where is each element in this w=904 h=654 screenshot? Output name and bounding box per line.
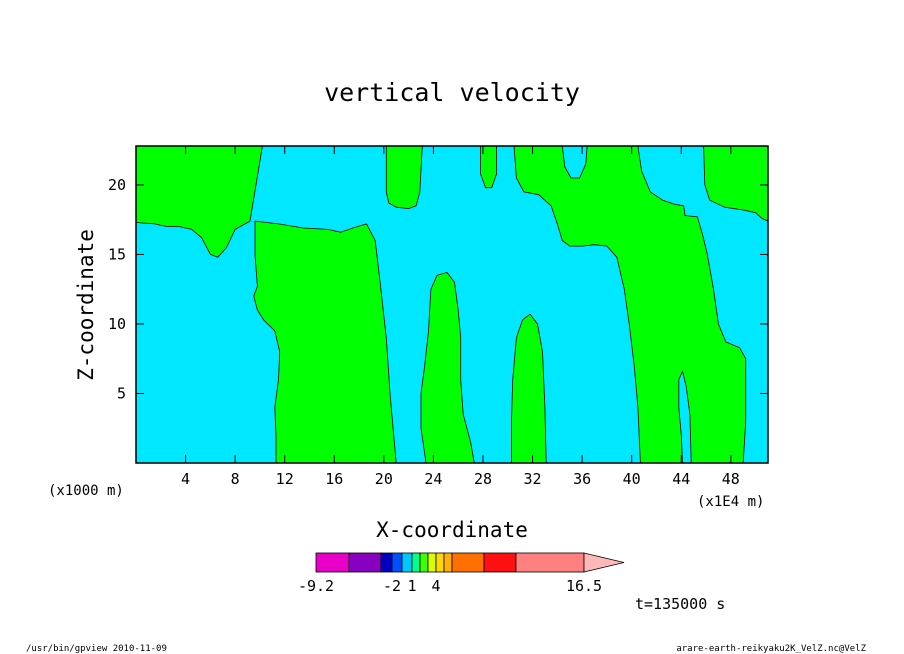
y-tick-label: 10 [108,315,126,333]
colorbar-segment [401,552,413,573]
colorbar-segment [391,552,403,573]
x-tick-label: 4 [181,470,190,488]
y-tick-label: 5 [117,384,126,402]
x-tick-label: 8 [231,470,240,488]
x-tick-label: 40 [623,470,641,488]
y-tick-label: 20 [108,176,126,194]
colorbar-label: 4 [431,577,440,595]
x-tick-label: 24 [424,470,442,488]
colorbar-label: 16.5 [566,577,602,595]
x-tick-label: 28 [474,470,492,488]
colorbar-segment [348,552,382,573]
colorbar-segment [315,552,350,573]
footer-right: arare-earth-reikyaku2K_VelZ.nc@VelZ [676,644,866,654]
colorbar-segment [380,552,393,573]
x-axis-title: X-coordinate [376,518,528,542]
contour-region-3 [385,145,423,210]
plot-frame [135,145,769,464]
colorbar-segment [435,552,445,573]
colorbar-segment [427,552,437,573]
contour-regions [135,145,769,464]
colorbar-segment [451,552,485,573]
colorbar-label: -2 [383,577,401,595]
contour-region-7 [420,272,475,464]
chart-title: vertical velocity [324,78,580,107]
colorbar-segment [419,552,429,573]
colorbar-segment [411,552,421,573]
colorbar: -9.2 -2 1 4 16.5 [298,552,625,595]
y-tick-label: 15 [108,245,126,263]
x-tick-label: 36 [573,470,591,488]
x-units-label: (x1000 m) [48,483,124,499]
x-tick-label: 44 [672,470,690,488]
colorbar-label: 1 [407,577,416,595]
x-units-secondary-label: (x1E4 m) [697,494,764,510]
footer-left: /usr/bin/gpview 2010-11-09 [26,644,167,654]
y-axis-title: Z-coordinate [74,229,98,381]
colorbar-label: -9.2 [298,577,334,595]
contour-region-8 [511,313,547,464]
colorbar-segment [443,552,453,573]
x-tick-label: 12 [276,470,294,488]
x-tick-label: 16 [325,470,343,488]
x-tick-label: 20 [375,470,393,488]
colorbar-segment [483,552,517,573]
colorbar-segment [515,552,585,573]
x-tick-label: 32 [524,470,542,488]
contour-region-1 [135,145,263,258]
colorbar-arrow [583,552,625,573]
x-tick-label: 48 [722,470,740,488]
time-annotation: t=135000 s [635,595,725,613]
